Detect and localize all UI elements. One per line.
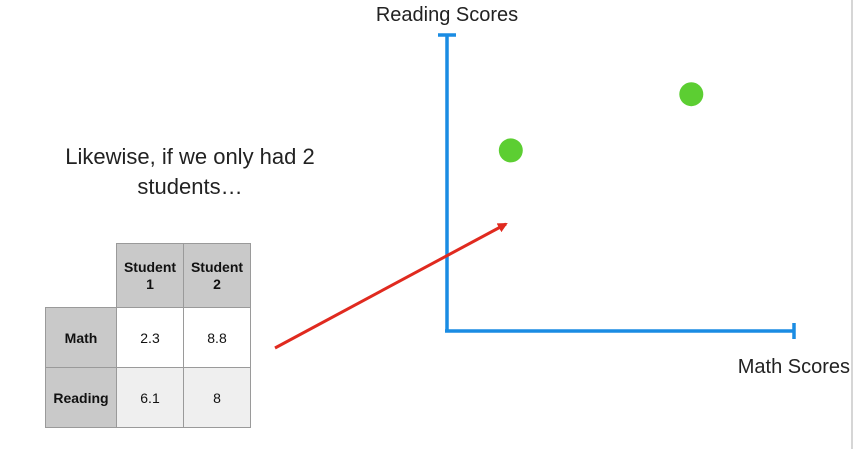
row-header-math: Math: [45, 307, 117, 368]
table-row-reading: Reading 6.1 8: [45, 367, 251, 428]
y-axis-title: Reading Scores: [376, 4, 518, 26]
scores-table: Student 1 Student 2 Math 2.3 8.8 Reading…: [45, 243, 251, 428]
table-row-math: Math 2.3 8.8: [45, 307, 251, 368]
data-point-student-1: [498, 138, 523, 163]
cell-reading-student-2: 8: [183, 367, 251, 428]
column-header-label: Student: [123, 258, 177, 275]
x-axis-title: Math Scores: [738, 356, 850, 378]
cell-reading-student-1: 6.1: [116, 367, 184, 428]
column-header-student-2: Student 2: [183, 243, 251, 308]
column-header-label: Student: [190, 258, 244, 275]
slide-edge-divider: [851, 0, 853, 449]
caption-text: Likewise, if we only had 2 students…: [65, 144, 315, 199]
row-header-reading: Reading: [45, 367, 117, 428]
column-header-number: 2: [213, 275, 221, 292]
column-header-student-1: Student 1: [116, 243, 184, 308]
column-header-number: 1: [146, 275, 154, 292]
data-point-student-2: [679, 82, 704, 107]
pointer-arrow: [274, 222, 508, 350]
data-points: [498, 82, 704, 163]
cell-math-student-2: 8.8: [183, 307, 251, 368]
table-corner-cell: [45, 243, 117, 308]
table-header-row: Student 1 Student 2: [45, 243, 251, 308]
